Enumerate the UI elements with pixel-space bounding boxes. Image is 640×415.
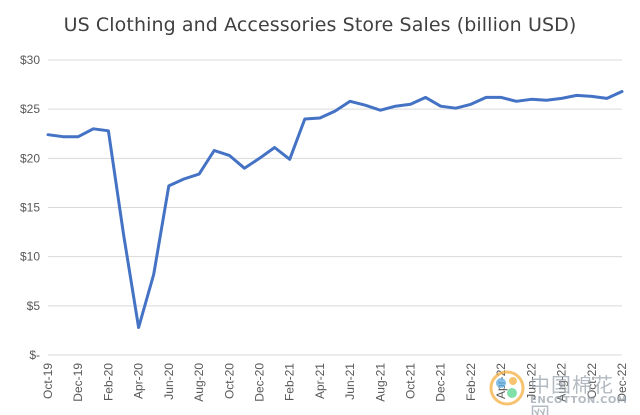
x-tick-label: Aug-21 xyxy=(373,363,387,402)
chart-title: US Clothing and Accessories Store Sales … xyxy=(63,14,577,36)
x-tick-label: Aug-22 xyxy=(555,363,569,402)
x-tick-label: Oct-21 xyxy=(404,363,418,399)
y-tick-label: $25 xyxy=(20,102,40,116)
series-line xyxy=(46,90,624,329)
y-tick-label: $5 xyxy=(27,299,41,313)
y-tick-label: $30 xyxy=(20,53,40,67)
y-tick-label: $15 xyxy=(20,201,40,215)
watermark-text-top: 中国棉花网 xyxy=(530,373,614,415)
x-tick-label: Feb-20 xyxy=(101,363,115,401)
x-tick-label: Jun-22 xyxy=(524,363,538,400)
x-tick-label: Feb-21 xyxy=(283,363,297,401)
x-tick-label: Oct-19 xyxy=(41,363,55,399)
x-tick-label: Dec-21 xyxy=(434,363,448,402)
cotton-logo-icon xyxy=(489,370,525,406)
x-tick-label: Jun-20 xyxy=(162,363,176,400)
y-tick-label: $- xyxy=(29,348,40,362)
x-tick-label: Dec-20 xyxy=(252,363,266,402)
x-tick-label: Oct-20 xyxy=(222,363,236,399)
y-tick-label: $20 xyxy=(20,151,40,165)
y-tick-label: $10 xyxy=(20,250,40,264)
watermark: 中国棉花网 ENCOTTON.COM xyxy=(484,367,634,415)
watermark-text-bottom: ENCOTTON.COM xyxy=(530,395,628,406)
x-tick-label: Feb-22 xyxy=(464,363,478,401)
x-tick-label: Dec-22 xyxy=(615,363,629,402)
x-tick-label: Apr-21 xyxy=(313,363,327,399)
x-tick-label: Dec-19 xyxy=(71,363,85,402)
x-tick-label: Apr-20 xyxy=(132,363,146,399)
x-tick-label: Oct-22 xyxy=(585,363,599,399)
x-tick-label: Aug-20 xyxy=(192,363,206,402)
x-tick-label: Jun-21 xyxy=(343,363,357,400)
